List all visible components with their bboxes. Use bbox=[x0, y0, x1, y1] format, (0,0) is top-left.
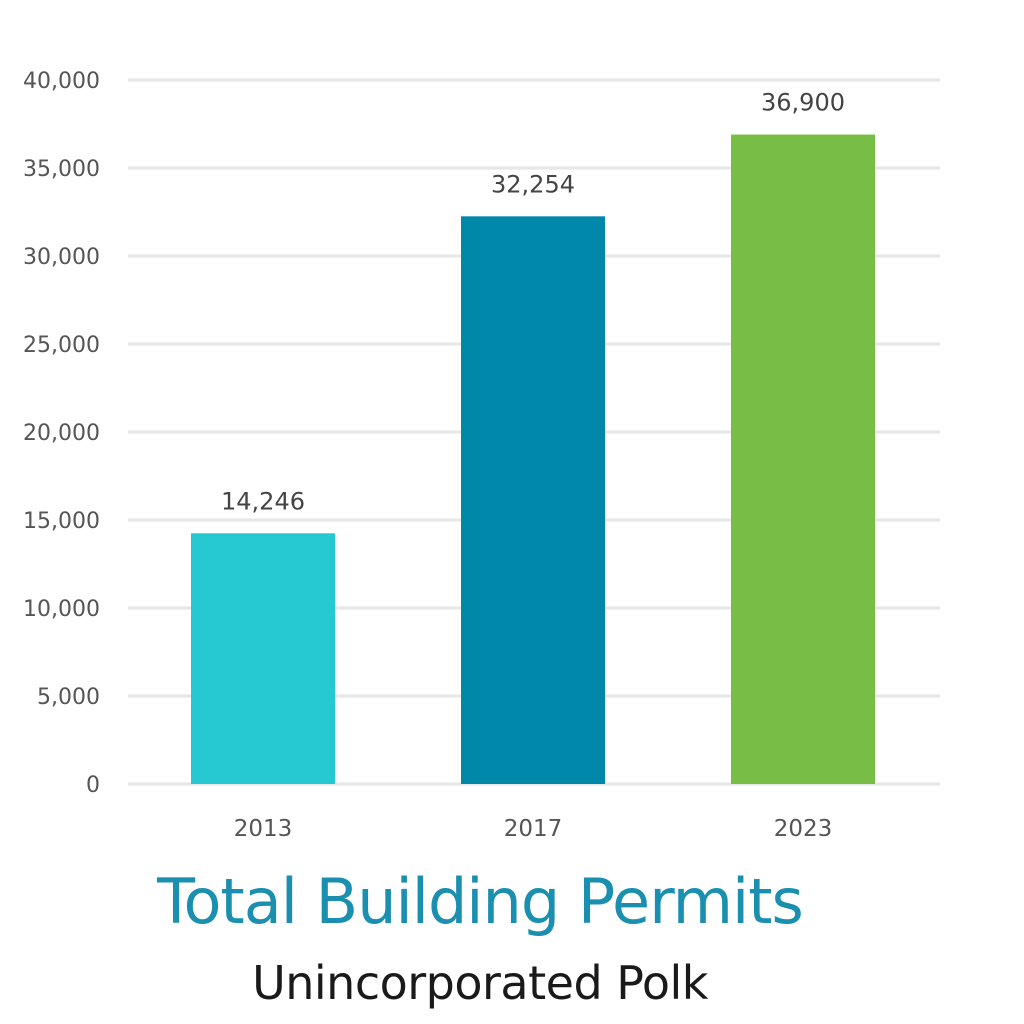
chart-subtitle: Unincorporated Polk bbox=[252, 956, 708, 1010]
y-tick-label: 35,000 bbox=[23, 157, 100, 182]
data-label-2023: 36,900 bbox=[761, 89, 845, 117]
y-tick-label: 0 bbox=[86, 773, 100, 798]
y-tick-label: 10,000 bbox=[23, 597, 100, 622]
bar-2023 bbox=[731, 134, 875, 784]
y-tick-label: 5,000 bbox=[37, 685, 100, 710]
bars bbox=[191, 134, 875, 785]
data-labels: 14,246 32,254 36,900 bbox=[221, 89, 845, 516]
x-tick-label-2023: 2023 bbox=[774, 816, 833, 842]
x-tick-label-2013: 2013 bbox=[234, 816, 293, 842]
y-tick-label: 40,000 bbox=[23, 69, 100, 94]
y-tick-label: 15,000 bbox=[23, 509, 100, 534]
y-tick-label: 20,000 bbox=[23, 421, 100, 446]
x-tick-label-2017: 2017 bbox=[504, 816, 563, 842]
x-axis-tick-labels: 2013 2017 2023 bbox=[234, 816, 833, 842]
bar-chart: 0 5,000 10,000 15,000 20,000 25,000 30,000 35,0… bbox=[23, 69, 940, 842]
chart-title: Total Building Permits bbox=[157, 865, 804, 938]
bar-2017 bbox=[461, 216, 605, 785]
y-tick-label: 30,000 bbox=[23, 245, 100, 270]
data-label-2013: 14,246 bbox=[221, 487, 305, 515]
y-axis-tick-labels: 0 5,000 10,000 15,000 20,000 25,000 30,000 35,0… bbox=[23, 69, 100, 798]
bar-2013 bbox=[191, 533, 335, 784]
y-tick-label: 25,000 bbox=[23, 333, 100, 358]
data-label-2017: 32,254 bbox=[491, 170, 575, 198]
